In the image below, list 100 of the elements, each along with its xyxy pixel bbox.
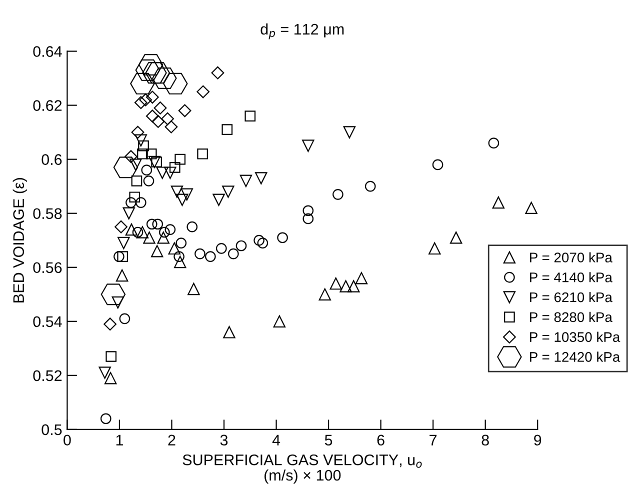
point [146,110,159,123]
point [112,296,124,309]
point [122,207,135,220]
point [332,189,344,200]
point [125,223,138,236]
point [118,236,130,250]
point [156,166,168,179]
point [119,313,130,324]
point [364,180,376,192]
x-tick-label: 6 [377,434,384,446]
x-tick-label: 9 [534,434,542,446]
point [146,218,158,230]
point [212,194,225,206]
point [204,251,216,262]
point [236,240,247,252]
point [170,186,184,198]
point [114,220,128,234]
point [450,232,462,244]
point [130,72,155,94]
point [116,269,128,282]
x-tick-label: 4 [272,434,280,446]
x-tick-label: 2 [168,434,176,446]
point [124,150,138,164]
point [104,372,117,384]
point [302,140,314,152]
y-tick-label: 0.54 [33,316,62,328]
legend-label: P = 6210 kPa [530,292,612,302]
point [174,154,186,165]
point [117,251,128,262]
point [180,188,193,201]
legend-label: P = 8280 kPa [530,312,612,322]
y-tick-label: 0.58 [33,208,62,220]
point [223,326,236,338]
point [106,351,117,362]
point [126,197,136,208]
point [257,238,268,248]
legend-label: P = 12420 kPa [530,352,620,362]
point [135,59,160,81]
point [222,186,234,198]
point [174,256,186,268]
x-tick-label: 3 [220,434,228,446]
chart-title: d$_{p}$ = 112 μm [260,23,344,40]
point [130,158,142,171]
point [169,162,180,173]
point [355,272,368,284]
point [428,242,441,255]
point [488,138,500,149]
point [151,156,162,168]
x-tick-label: 0 [64,434,71,446]
point [194,248,206,260]
point [164,224,176,235]
point [152,115,165,128]
point [137,148,148,160]
point [138,54,164,76]
point [131,175,142,186]
y-tick-label: 0.64 [33,46,62,57]
point [343,126,356,138]
point [113,156,138,178]
point [492,196,505,209]
text: SUPERFICIAL GAS VELOCITY, u$_{o}$ (m/s) × 100 [182,454,422,484]
y-tick-label: 0.52 [33,370,62,382]
point [143,232,156,244]
point [141,164,152,176]
legend-label: P = 10350 kPa [530,332,620,342]
point [240,174,252,188]
point [216,243,227,254]
x-tick-label: 5 [324,434,332,446]
point [254,234,264,246]
y-tick-label: 0.56 [33,262,62,274]
point [131,126,144,139]
point [163,72,188,94]
point [150,245,164,258]
point [244,110,256,122]
point [139,93,152,106]
point [348,280,360,292]
point [196,85,210,98]
point [157,232,170,244]
point [228,248,239,260]
point [159,226,170,238]
point [302,213,314,224]
point [134,134,148,146]
legend-label: P = 4140 kPa [530,272,612,282]
point [100,413,112,424]
point [197,148,208,160]
point [148,156,161,168]
y-tick-label: 0.5 [42,424,62,436]
point [222,124,233,135]
point [255,172,268,184]
point [432,159,444,170]
point [98,366,111,379]
y-axis-title: BED VOIDAGE (ε) [12,178,28,302]
point [188,282,200,296]
point [525,202,538,214]
point [318,288,331,300]
point [164,166,176,179]
point [129,192,140,203]
point [114,251,124,262]
point [146,90,159,104]
y-tick-label: 0.62 [33,100,62,111]
point [154,102,167,114]
